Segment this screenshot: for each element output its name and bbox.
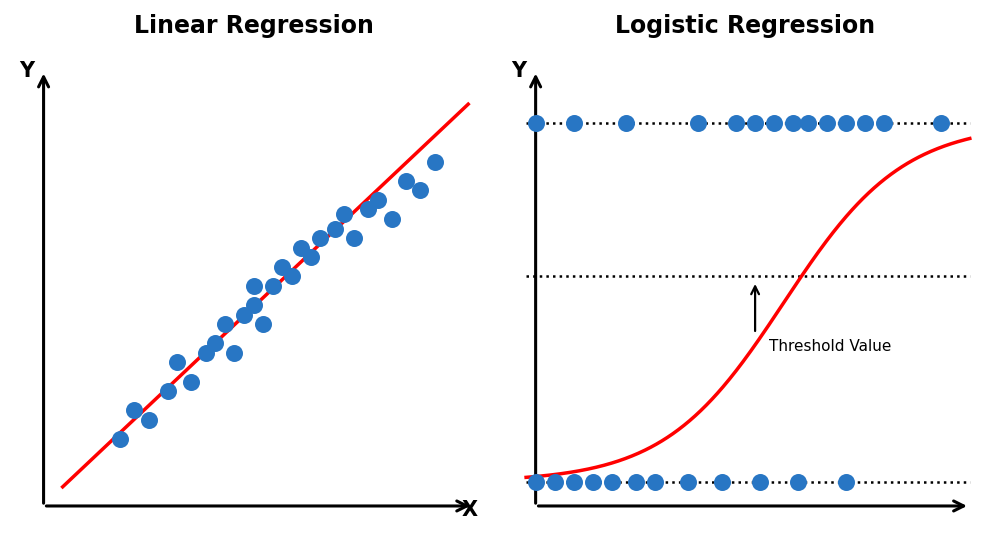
Point [170, 358, 186, 367]
Point [933, 119, 949, 128]
Text: Threshold Value: Threshold Value [769, 338, 892, 354]
Point [345, 234, 361, 243]
Point [141, 416, 157, 424]
Point [302, 253, 318, 261]
Point [714, 478, 730, 486]
Point [585, 478, 601, 486]
Point [728, 119, 744, 128]
Point [236, 310, 251, 319]
Point [681, 478, 697, 486]
Point [246, 301, 261, 309]
Point [628, 478, 644, 486]
Point [528, 119, 544, 128]
Point [198, 349, 214, 357]
Text: Y: Y [19, 61, 34, 81]
Point [246, 282, 261, 291]
Point [837, 478, 853, 486]
Point [799, 119, 815, 128]
Point [748, 119, 763, 128]
Point [274, 262, 290, 271]
Point [369, 196, 385, 204]
Point [384, 215, 400, 223]
Title: Linear Regression: Linear Regression [134, 14, 373, 38]
Point [566, 478, 582, 486]
Point [604, 478, 620, 486]
Point [566, 119, 582, 128]
Point [227, 349, 243, 357]
Point [112, 434, 128, 443]
Point [690, 119, 706, 128]
Point [647, 478, 663, 486]
Point [427, 157, 443, 166]
Point [264, 282, 280, 291]
Point [619, 119, 635, 128]
Point [293, 244, 309, 252]
Point [528, 478, 544, 486]
Point [326, 224, 342, 233]
Point [818, 119, 834, 128]
Title: Logistic Regression: Logistic Regression [616, 14, 875, 38]
Point [283, 272, 299, 281]
Point [126, 406, 142, 414]
Point [184, 377, 200, 386]
Point [785, 119, 801, 128]
Point [547, 478, 563, 486]
Point [837, 119, 853, 128]
Point [398, 176, 414, 185]
Point [255, 320, 271, 329]
Point [766, 119, 782, 128]
Point [336, 210, 352, 218]
Point [857, 119, 873, 128]
Point [360, 205, 376, 214]
Point [160, 387, 176, 396]
Point [876, 119, 892, 128]
Point [208, 339, 224, 348]
Point [790, 478, 806, 486]
Text: X: X [462, 500, 478, 520]
Point [751, 478, 767, 486]
Point [312, 234, 328, 243]
Point [412, 186, 428, 195]
Point [217, 320, 233, 329]
Text: Y: Y [511, 61, 526, 81]
